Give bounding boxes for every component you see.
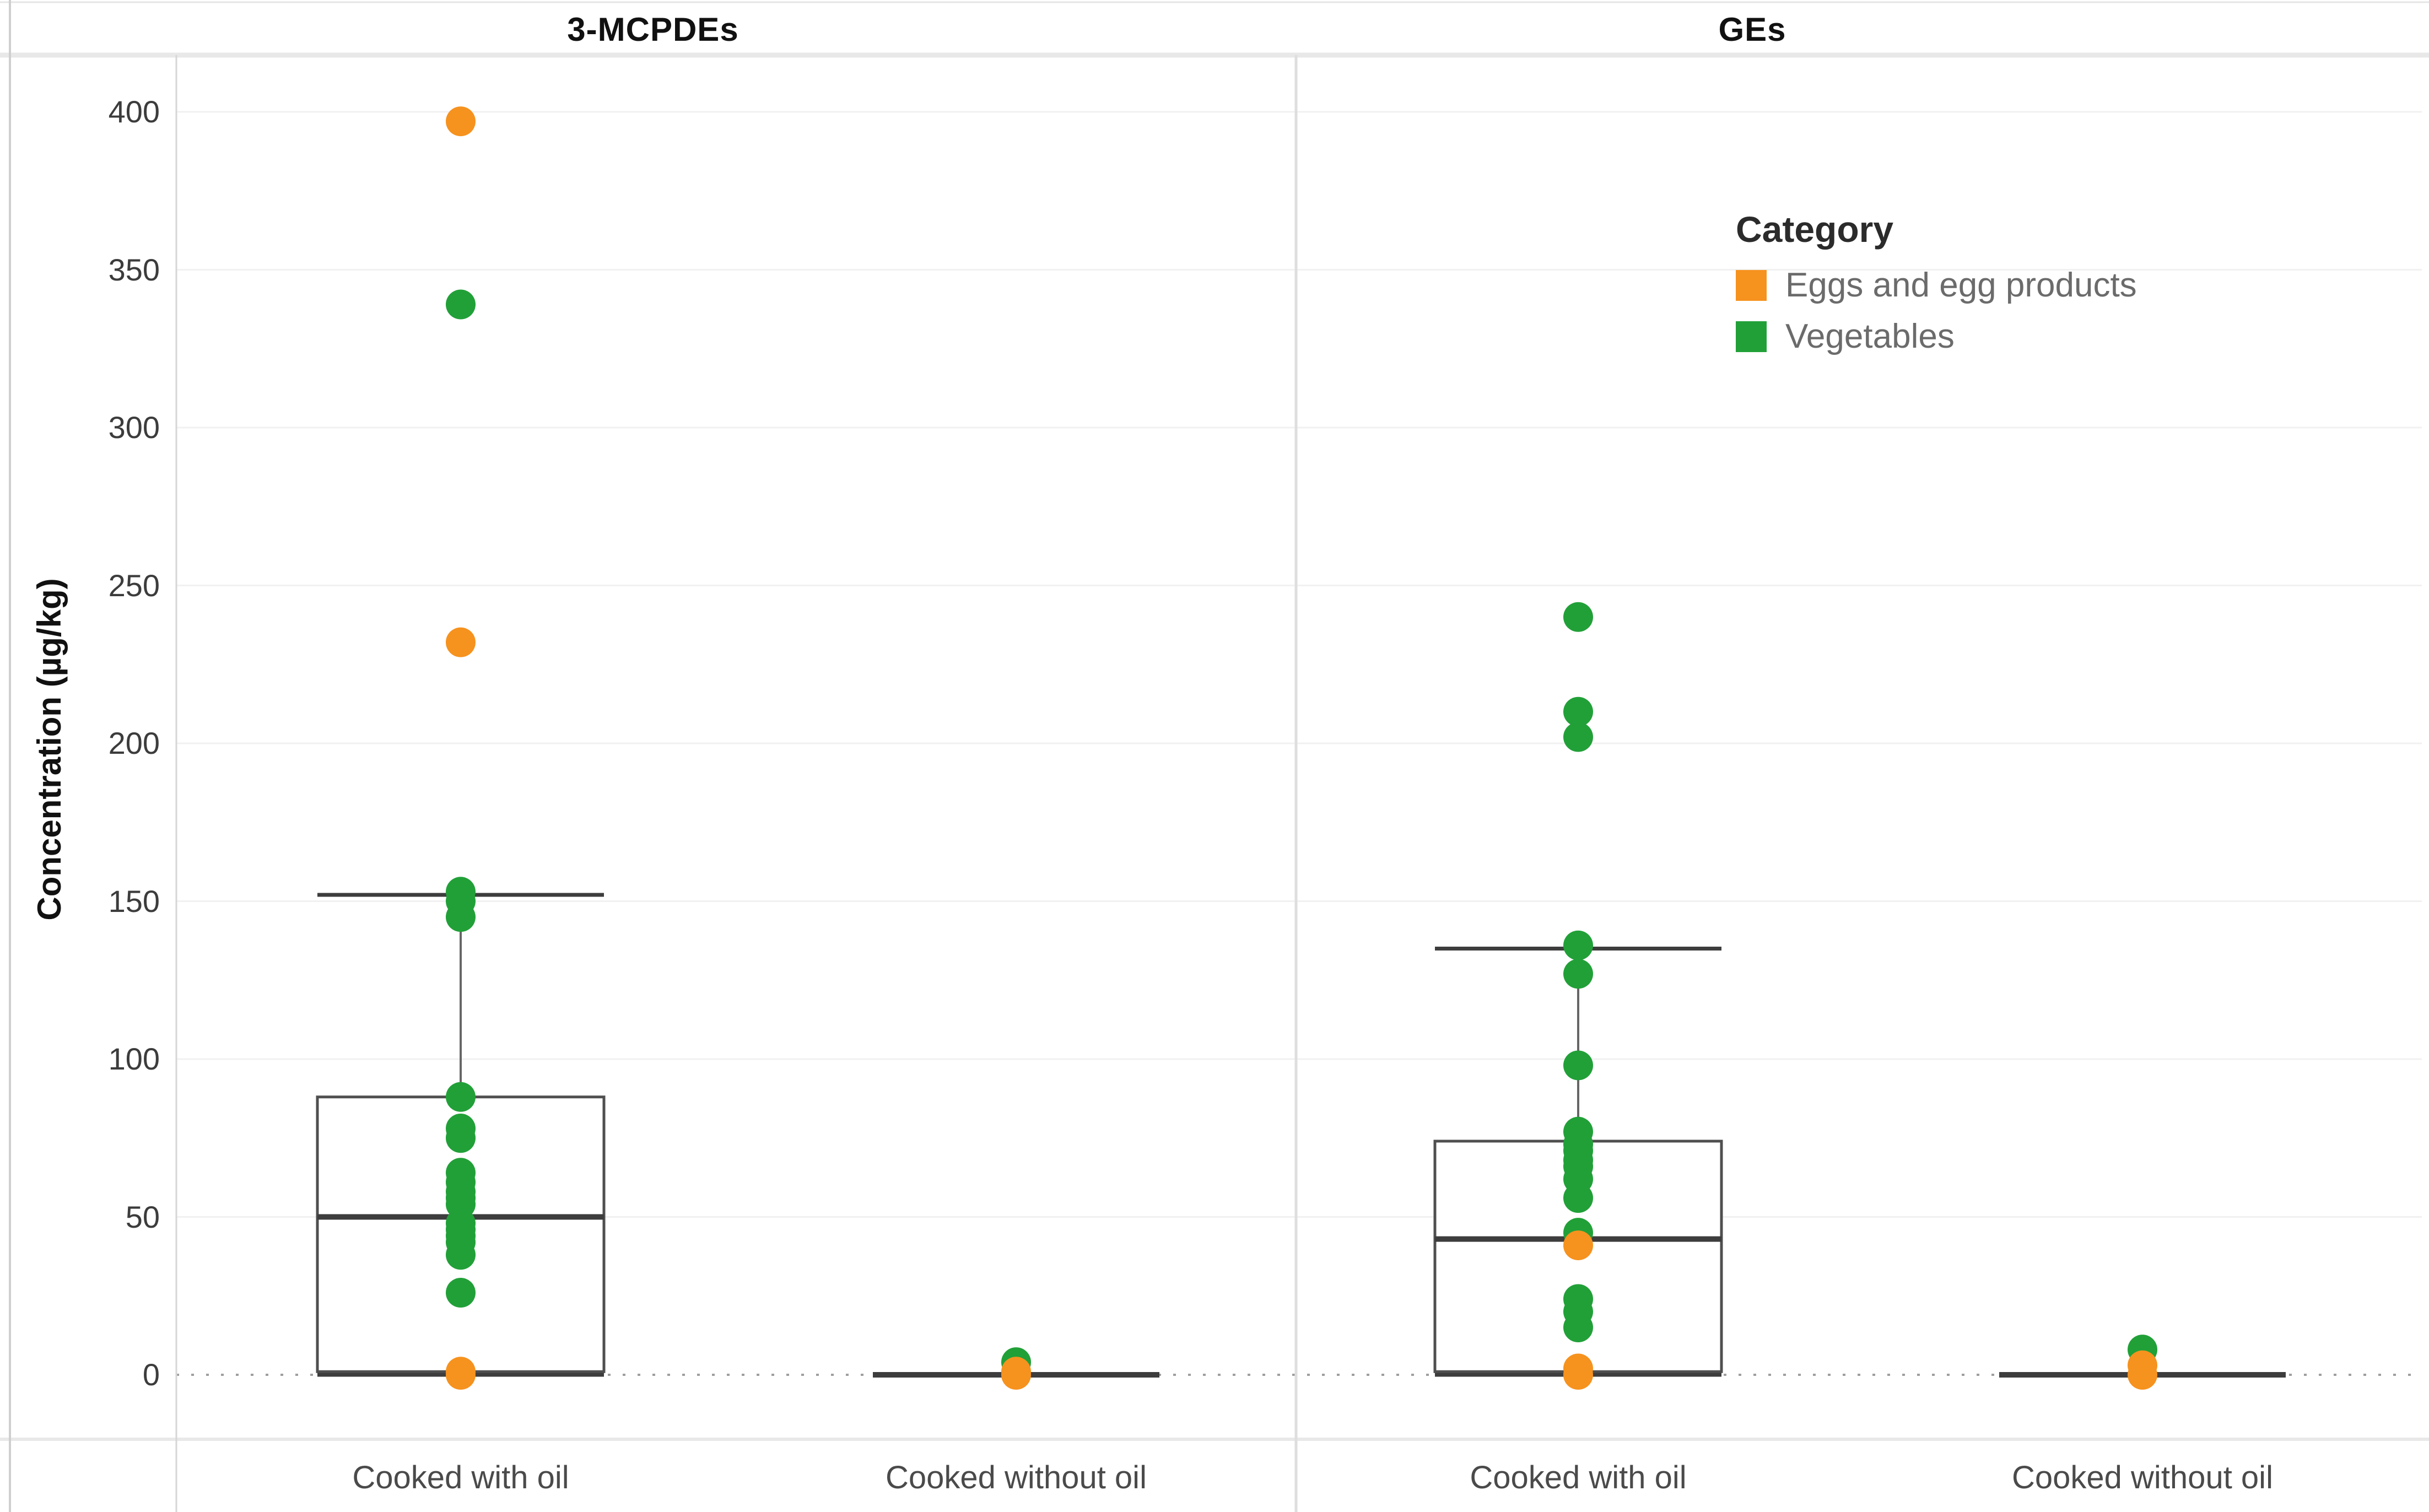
- y-tick-label: 100: [108, 1041, 160, 1076]
- data-point-eggs[interactable]: [1563, 1230, 1593, 1261]
- data-point-eggs[interactable]: [2128, 1360, 2157, 1390]
- x-category-label: Cooked with oil: [1470, 1460, 1687, 1495]
- data-point-eggs[interactable]: [446, 106, 476, 137]
- panel-title-ges: GEs: [1718, 11, 1786, 48]
- data-point-eggs[interactable]: [1001, 1360, 1031, 1390]
- vegetables-swatch-icon: [1736, 321, 1767, 352]
- y-tick-label: 400: [108, 94, 160, 129]
- y-tick-label: 300: [108, 410, 160, 445]
- legend: Category Eggs and egg products Vegetable…: [1736, 208, 2137, 368]
- legend-item-eggs[interactable]: Eggs and egg products: [1736, 266, 2137, 305]
- data-point-veg[interactable]: [1563, 959, 1593, 989]
- x-category-label: Cooked with oil: [352, 1460, 569, 1495]
- y-tick-label: 250: [108, 568, 160, 603]
- data-point-eggs[interactable]: [1563, 1360, 1593, 1390]
- x-category-label: Cooked without oil: [886, 1460, 1147, 1495]
- data-point-veg[interactable]: [1563, 1183, 1593, 1213]
- x-category-label: Cooked without oil: [2012, 1460, 2273, 1495]
- data-point-eggs[interactable]: [446, 1360, 476, 1390]
- data-point-veg[interactable]: [1563, 1050, 1593, 1081]
- y-tick-label: 50: [125, 1199, 160, 1234]
- data-point-veg[interactable]: [446, 1240, 476, 1270]
- data-point-veg[interactable]: [1563, 930, 1593, 960]
- legend-title: Category: [1736, 209, 1894, 250]
- y-tick-label: 350: [108, 252, 160, 287]
- data-point-veg[interactable]: [1563, 722, 1593, 752]
- y-axis-title: Concentration (µg/kg): [31, 578, 68, 921]
- panel-title-3mcpdes: 3-MCPDEs: [567, 11, 739, 48]
- y-tick-label: 150: [108, 883, 160, 919]
- data-point-veg[interactable]: [1563, 696, 1593, 727]
- legend-item-label: Eggs and egg products: [1785, 266, 2137, 304]
- y-tick-label: 200: [108, 726, 160, 760]
- y-tick-label: 0: [142, 1357, 160, 1392]
- data-point-veg[interactable]: [446, 1278, 476, 1308]
- data-point-veg[interactable]: [1563, 602, 1593, 632]
- data-point-eggs[interactable]: [446, 627, 476, 657]
- data-point-veg[interactable]: [446, 1123, 476, 1153]
- data-point-veg[interactable]: [446, 289, 476, 320]
- data-point-veg[interactable]: [1563, 1313, 1593, 1343]
- legend-item-label: Vegetables: [1785, 317, 1955, 355]
- data-point-veg[interactable]: [446, 1082, 476, 1112]
- data-point-veg[interactable]: [446, 902, 476, 932]
- legend-item-vegetables[interactable]: Vegetables: [1736, 317, 2137, 356]
- eggs-swatch-icon: [1736, 269, 1767, 301]
